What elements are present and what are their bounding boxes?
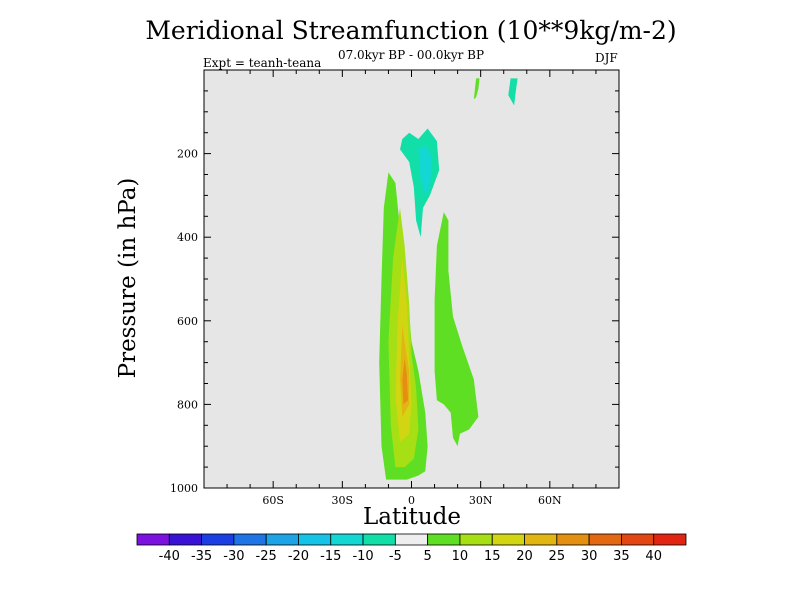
colorbar-swatch (168, 533, 202, 546)
season-label: DJF (595, 51, 618, 65)
x-tick-label: 0 (408, 494, 415, 507)
y-tick-label: 1000 (170, 482, 198, 495)
colorbar-label: 40 (645, 549, 662, 564)
colorbar-label: 5 (424, 549, 432, 564)
colorbar-label: 15 (484, 549, 501, 564)
contour-fills (379, 78, 518, 480)
colorbar-swatch (588, 533, 622, 546)
x-tick-label: 60N (538, 494, 562, 507)
colorbar-swatch (330, 533, 364, 546)
y-tick-label: 200 (177, 148, 198, 161)
contour-region-2 (473, 78, 480, 100)
colorbar-label: 25 (549, 549, 566, 564)
colorbar-swatch (136, 533, 170, 546)
colorbar-swatch (265, 533, 299, 546)
colorbar-swatch (653, 533, 687, 546)
colorbar: -40 -35 -30 -25 -20 -15 -10 -5 5 10 15 20 25 30 35 40 (136, 533, 687, 564)
colorbar-label: -30 (223, 549, 244, 564)
colorbar-label: -35 (191, 549, 212, 564)
contour-region-6 (402, 358, 408, 405)
colorbar-swatch (233, 533, 267, 546)
colorbar-label: -15 (320, 549, 341, 564)
colorbar-label: 20 (516, 549, 533, 564)
colorbar-swatch (394, 533, 429, 546)
y-tick-label: 600 (177, 315, 198, 328)
colorbar-label: -10 (352, 549, 373, 564)
x-tick-label: 60S (262, 494, 284, 507)
colorbar-swatch (427, 533, 461, 546)
colorbar-label: -25 (256, 549, 277, 564)
x-tick-label: 30N (469, 494, 493, 507)
colorbar-label: -40 (159, 549, 180, 564)
contour-region-8 (418, 145, 433, 196)
contour-region-9 (508, 78, 518, 106)
colorbar-label: -20 (288, 549, 309, 564)
colorbar-label: 10 (452, 549, 469, 564)
colorbar-swatch (459, 533, 493, 546)
experiment-label: Expt = teanh-teana (203, 56, 322, 70)
colorbar-swatch (524, 533, 558, 546)
colorbar-swatch (621, 533, 655, 546)
colorbar-swatch (556, 533, 590, 546)
colorbar-label: -5 (389, 549, 402, 564)
colorbar-label: 35 (613, 549, 630, 564)
colorbar-swatch (201, 533, 235, 546)
y-tick-label: 800 (177, 398, 198, 411)
colorbar-swatch (298, 533, 332, 546)
x-tick-label: 30S (332, 494, 354, 507)
chart-subtitle: 07.0kyr BP - 00.0kyr BP (337, 48, 485, 62)
chart-title: Meridional Streamfunction (10**9kg/m-2) (145, 16, 677, 45)
x-axis-label: Latitude (363, 504, 461, 530)
contour-region-1 (434, 212, 479, 447)
colorbar-swatch (362, 533, 396, 546)
colorbar-swatch (491, 533, 525, 546)
y-tick-label: 400 (177, 231, 198, 244)
y-axis-ticks: 200 400 600 800 1000 (170, 90, 619, 495)
colorbar-label: 30 (581, 549, 598, 564)
x-axis-ticks: 60S 30S 0 30N 60N (226, 70, 597, 507)
